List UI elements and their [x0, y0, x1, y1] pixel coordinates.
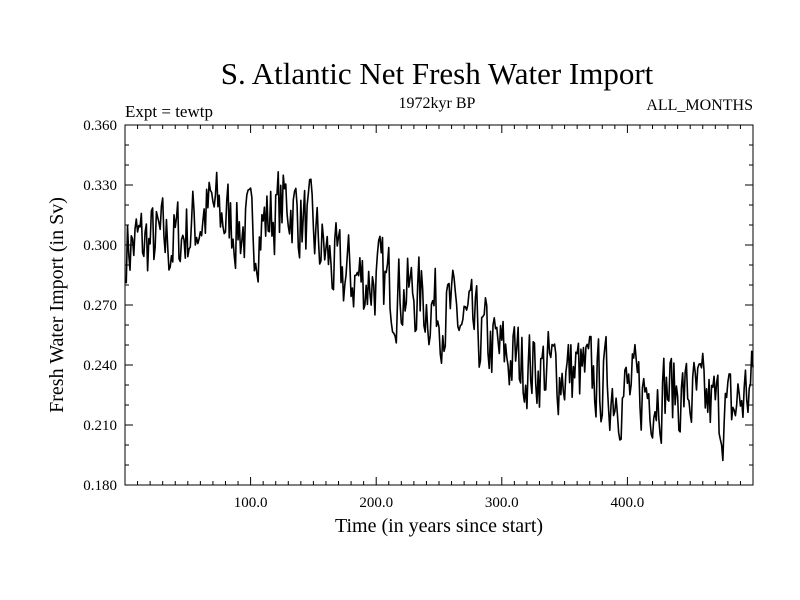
axis-tick-labels: 100.0 200.0 300.0 400.0 0.180 0.210 0.240 0.270…: [83, 118, 644, 511]
y-tick-label: 0.240: [83, 358, 117, 374]
y-tick-label: 0.330: [83, 178, 117, 194]
months-annotation: ALL_MONTHS: [646, 97, 753, 114]
expt-annotation: Expt = tewtp: [125, 102, 213, 121]
x-tick-label: 300.0: [485, 495, 519, 511]
axis-ticks: [125, 124, 753, 486]
x-tick-label: 100.0: [234, 495, 268, 511]
y-tick-label: 0.270: [83, 298, 117, 314]
y-tick-label: 0.300: [83, 238, 117, 254]
x-tick-label: 200.0: [359, 495, 393, 511]
x-tick-label: 400.0: [611, 495, 645, 511]
y-tick-label: 0.210: [83, 418, 117, 434]
plot-frame: [124, 124, 754, 486]
series-line: [125, 171, 754, 462]
x-axis-label: Time (in years since start): [335, 515, 543, 537]
y-tick-label: 0.360: [83, 118, 117, 134]
y-tick-label: 0.180: [83, 478, 117, 494]
y-axis-label: Fresh Water Import (in Sv): [46, 197, 68, 413]
chart-subtitle: 1972kyr BP: [399, 95, 476, 112]
chart-title: S. Atlantic Net Fresh Water Import: [221, 56, 654, 91]
